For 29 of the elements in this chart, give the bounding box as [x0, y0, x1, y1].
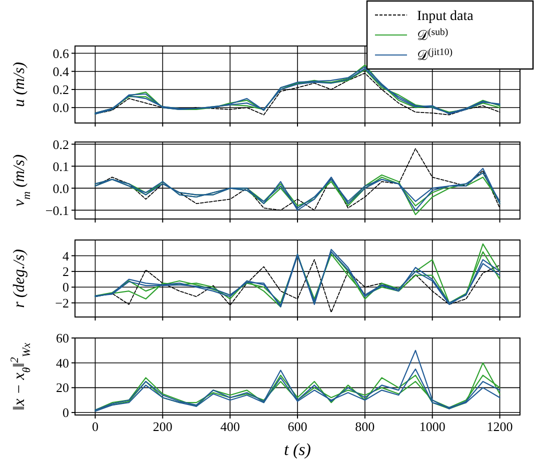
y-axis-title: r (deg./s) — [11, 249, 28, 308]
y-tick-label: 0.1 — [52, 158, 69, 174]
y-tick-label: 0 — [62, 280, 69, 295]
y-tick-label: −2 — [55, 295, 69, 310]
x-tick-label: 1200 — [486, 419, 513, 434]
y-tick-label: 0.0 — [52, 180, 69, 196]
y-tick-label: 0.2 — [52, 136, 69, 152]
y-tick-label: 60 — [56, 330, 69, 346]
x-axis-title: t (s) — [284, 440, 312, 459]
x-tick-label: 200 — [152, 419, 172, 434]
x-tick-label: 800 — [355, 419, 375, 434]
x-tick-label: 600 — [288, 419, 308, 434]
y-tick-label: 40 — [56, 355, 69, 370]
y-tick-label: 2 — [62, 264, 69, 279]
y-tick-label: 4 — [62, 248, 70, 264]
y-tick-label: 0.4 — [52, 64, 70, 79]
y-tick-label: 0.0 — [52, 100, 69, 116]
y-axis-title: u (m/s) — [11, 62, 28, 107]
legend-label: 𝒟$^{(sub)}$ — [417, 26, 448, 44]
legend-label: Input data — [417, 8, 474, 24]
y-tick-label: 0.6 — [52, 46, 70, 61]
x-tick-label: 1000 — [419, 419, 446, 434]
legend-label: 𝒟$^{(jit10)}$ — [417, 46, 452, 64]
x-tick-label: 400 — [220, 419, 240, 434]
y-tick-label: 0.2 — [52, 82, 69, 98]
x-tick-label: 0 — [92, 419, 98, 434]
y-tick-label: 0 — [62, 405, 69, 420]
y-tick-label: −0.1 — [45, 202, 69, 218]
y-tick-label: 20 — [56, 380, 69, 396]
